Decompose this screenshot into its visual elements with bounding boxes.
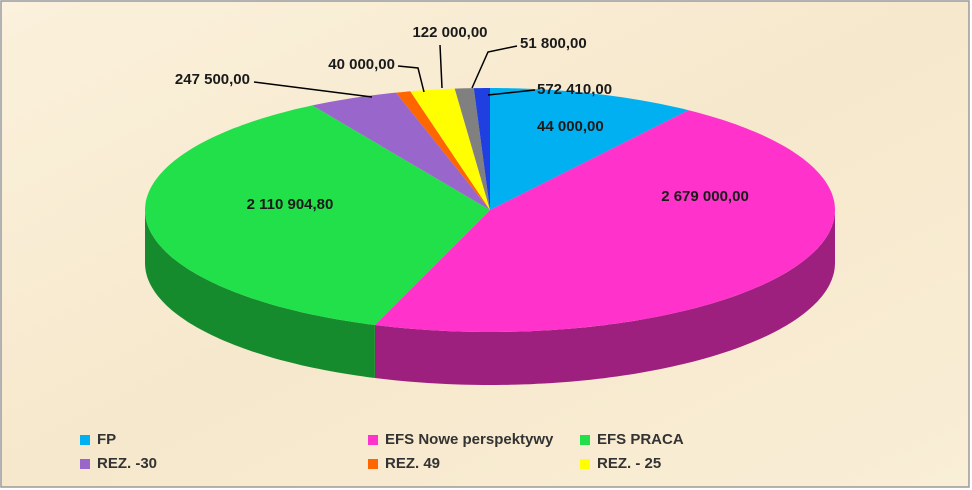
legend-swatch (80, 459, 90, 469)
legend-label: REZ. -30 (97, 455, 157, 472)
pie-slice (454, 88, 490, 210)
legend-swatch (580, 435, 590, 445)
leader-line (439, 44, 443, 89)
pie-slice (490, 88, 689, 210)
pie-slice (473, 88, 490, 210)
data-label: 2 110 904,80 (247, 196, 334, 213)
legend-swatch (368, 435, 378, 445)
legend-swatch (368, 459, 378, 469)
legend-swatch (580, 459, 590, 469)
pie-slice (410, 88, 490, 210)
data-label: 572 410,00 (537, 81, 612, 98)
leader-line (471, 45, 518, 89)
pie-slice-side (145, 210, 375, 378)
pie-slice (312, 92, 490, 210)
data-label: 2 679 000,00 (661, 188, 749, 205)
legend-label: FP (97, 431, 116, 448)
legend-label: REZ. 49 (385, 455, 440, 472)
pie-slice-side (374, 210, 835, 385)
pie-slice (145, 105, 490, 326)
legend-label: EFS Nowe perspektywy (385, 431, 554, 448)
leader-line (253, 81, 373, 98)
data-label: 247 500,00 (175, 71, 250, 88)
legend-label: REZ. - 25 (597, 455, 661, 472)
legend-label: EFS PRACA (597, 431, 684, 448)
data-label: 122 000,00 (412, 24, 487, 41)
pie-slice (396, 91, 490, 210)
pie-slice (374, 110, 835, 332)
leader-line (487, 89, 536, 96)
data-label: 44 000,00 (537, 118, 604, 135)
legend-swatch (80, 435, 90, 445)
leader-line (397, 65, 425, 93)
data-label: 40 000,00 (328, 56, 395, 73)
data-label: 51 800,00 (520, 35, 587, 52)
